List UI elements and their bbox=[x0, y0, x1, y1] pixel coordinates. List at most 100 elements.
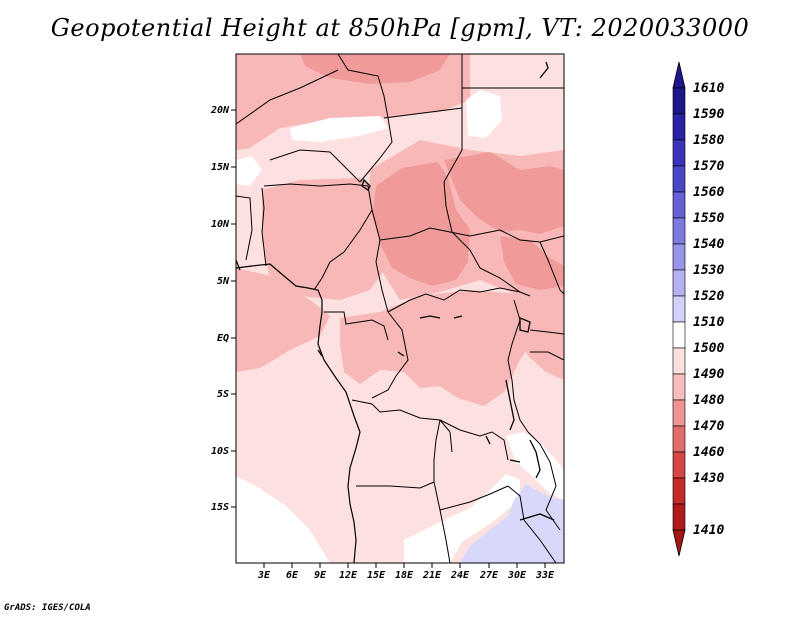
border-chad-car bbox=[379, 227, 451, 241]
colorbar-label-1610: 1610 bbox=[693, 81, 724, 96]
river-mark-b bbox=[453, 315, 463, 319]
colorbar-swatch-1410 bbox=[672, 503, 686, 531]
lat-label-20n: 20N bbox=[210, 105, 230, 116]
colorbar-label-1500: 1500 bbox=[693, 341, 724, 356]
colorbar-label-1560: 1560 bbox=[693, 185, 724, 200]
colorbar-swatch-1580 bbox=[672, 139, 686, 167]
border-chad-sudan bbox=[443, 108, 481, 269]
lake-tanganyika bbox=[505, 379, 515, 431]
border-tanzania bbox=[529, 329, 564, 335]
lake-kariba bbox=[509, 459, 521, 463]
field-1510-mozambique bbox=[506, 432, 564, 500]
field-1480-chad-core bbox=[372, 162, 470, 286]
lon-label-9e: 9E bbox=[314, 570, 327, 581]
colorbar-swatch-1530 bbox=[672, 269, 686, 297]
plot-frame bbox=[235, 53, 565, 564]
border-east-africa-lakes bbox=[507, 299, 529, 433]
lake-small-b bbox=[539, 61, 549, 79]
border-zambia-zimbabwe bbox=[439, 485, 509, 511]
colorbar-label-1590: 1590 bbox=[693, 107, 724, 122]
border-southsudan-drc bbox=[479, 267, 531, 297]
lon-label-33e: 33E bbox=[535, 570, 555, 581]
field-1510-north-patch-c bbox=[236, 156, 262, 186]
colorbar-swatch-1480 bbox=[672, 399, 686, 427]
border-ghana bbox=[236, 195, 253, 261]
lat-label-10n: 10N bbox=[211, 219, 230, 230]
lake-chad bbox=[361, 178, 371, 191]
border-drc-angola bbox=[351, 399, 453, 453]
border-benin bbox=[261, 187, 267, 267]
field-1480-east-core bbox=[444, 152, 564, 234]
colorbar-swatch-1470 bbox=[672, 425, 686, 453]
lake-small-c bbox=[317, 349, 323, 357]
border-cameroon-car bbox=[371, 209, 389, 313]
border-zimbabwe-mozambique bbox=[507, 485, 557, 563]
lake-victoria bbox=[519, 317, 531, 333]
lat-label-10s: 10S bbox=[211, 446, 229, 457]
lon-label-27e: 27E bbox=[479, 570, 499, 581]
border-mozambique bbox=[527, 431, 561, 531]
border-angola-namibia bbox=[356, 481, 435, 489]
lat-label-15s: 15S bbox=[211, 502, 229, 513]
field-1510-north-patch-a bbox=[290, 116, 388, 142]
colorbar-label-1430: 1430 bbox=[693, 471, 724, 486]
field-1490-east-africa bbox=[512, 292, 564, 380]
field-1510-south bbox=[236, 476, 330, 563]
field-1510-southeast bbox=[404, 474, 520, 563]
lon-axis: 3E 6E 9E 12E 15E 18E 21E 24E 27E 30E 33E bbox=[257, 563, 555, 581]
colorbar-swatch-1510 bbox=[672, 321, 686, 349]
colorbar-swatch-1590 bbox=[672, 113, 686, 141]
lake-small-a bbox=[397, 351, 405, 357]
lakes bbox=[317, 61, 555, 521]
colorbar-label-1580: 1580 bbox=[693, 133, 724, 148]
lat-label-15n: 15N bbox=[211, 162, 230, 173]
lon-label-24e: 24E bbox=[450, 570, 470, 581]
border-drc-zambia bbox=[439, 419, 509, 461]
lat-label-5n: 5N bbox=[217, 276, 230, 287]
field-1480-north-core bbox=[300, 54, 450, 84]
colorbar-swatch-1540 bbox=[672, 243, 686, 271]
colorbar: 1610 1590 1580 1570 1560 1550 1540 1530 … bbox=[672, 61, 724, 557]
river-mark-a bbox=[419, 315, 441, 319]
colorbar-swatch-1560 bbox=[672, 191, 686, 219]
lake-small-e bbox=[519, 513, 555, 521]
colorbar-swatch-1460 bbox=[672, 451, 686, 479]
colorbar-top-arrow bbox=[672, 61, 686, 89]
colorbar-swatch-1610 bbox=[672, 87, 686, 115]
border-angola-zambia bbox=[433, 419, 441, 482]
coastline-west-africa bbox=[236, 263, 361, 563]
colorbar-label-1540: 1540 bbox=[693, 237, 724, 252]
border-sudan-southsudan bbox=[449, 229, 564, 243]
border-libya-chad bbox=[383, 107, 463, 119]
border-car-south bbox=[387, 287, 521, 313]
colorbar-swatch-1490 bbox=[672, 373, 686, 401]
colorbar-label-1480: 1480 bbox=[693, 393, 724, 408]
colorbar-label-1510: 1510 bbox=[693, 315, 724, 330]
border-namibia-botswana bbox=[433, 481, 451, 563]
lon-label-18e: 18E bbox=[395, 570, 414, 581]
field-1490-gulf bbox=[236, 268, 330, 372]
field-1480-south-sudan bbox=[500, 236, 564, 290]
field-1510-north-patch-b bbox=[466, 90, 502, 138]
lon-label-15e: 15E bbox=[367, 570, 386, 581]
lat-label-eq: EQ bbox=[217, 333, 229, 344]
border-gabon-congo bbox=[324, 311, 389, 341]
colorbar-label-1570: 1570 bbox=[693, 159, 724, 174]
colorbar-label-1490: 1490 bbox=[693, 367, 724, 382]
field-1490-congo bbox=[340, 290, 540, 406]
colorbar-swatch-1500 bbox=[672, 347, 686, 375]
coastline-gulf-west bbox=[236, 259, 241, 271]
colorbar-swatch-1520 bbox=[672, 295, 686, 323]
border-ethiopia bbox=[539, 241, 564, 295]
colorbar-bottom-arrow bbox=[672, 529, 686, 557]
colorbar-swatch-1550 bbox=[672, 217, 686, 245]
colorbar-label-1520: 1520 bbox=[693, 289, 724, 304]
lon-label-21e: 21E bbox=[422, 570, 442, 581]
lon-label-30e: 30E bbox=[507, 570, 527, 581]
field-1490-west-africa bbox=[262, 178, 400, 300]
border-algeria-libya bbox=[337, 54, 393, 183]
border-mali-algeria bbox=[236, 69, 339, 125]
lake-malawi bbox=[529, 439, 541, 479]
colorbar-label-1410: 1410 bbox=[693, 523, 724, 538]
